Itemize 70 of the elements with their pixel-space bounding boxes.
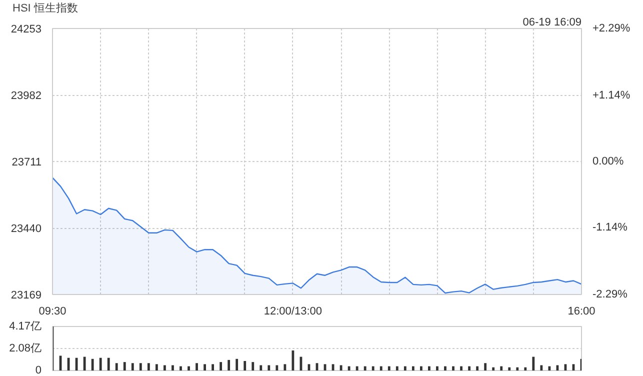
- bar: [236, 358, 238, 370]
- bar: [212, 364, 214, 370]
- bar: [164, 365, 166, 370]
- bar: [468, 366, 470, 370]
- bar: [532, 356, 535, 370]
- y-tick-label: 4.17亿: [9, 320, 42, 332]
- bar: [180, 366, 182, 370]
- bar: [147, 363, 150, 370]
- bar: [172, 365, 174, 370]
- bar: [492, 367, 495, 370]
- y2-tick-label: +2.29%: [592, 22, 630, 34]
- bar: [444, 366, 446, 370]
- bar: [188, 366, 190, 370]
- bar: [372, 366, 374, 370]
- y-tick-label: 23711: [12, 156, 42, 168]
- y2-tick-label: -2.29%: [592, 288, 628, 300]
- bar: [356, 366, 358, 370]
- bar: [91, 358, 94, 370]
- y2-tick-label: 0.00%: [592, 156, 624, 168]
- x-tick-label: 16:00: [568, 306, 596, 318]
- bar: [348, 366, 350, 370]
- bar: [228, 360, 230, 370]
- bar: [131, 363, 134, 370]
- y-tick-label: 2.08亿: [9, 342, 42, 355]
- bar: [452, 366, 454, 370]
- bar: [107, 358, 110, 370]
- bar: [484, 363, 487, 370]
- bar: [260, 365, 262, 370]
- y-tick-label: 23440: [10, 223, 42, 235]
- bar: [204, 364, 206, 370]
- y-tick-label: 23169: [10, 290, 42, 302]
- bar: [516, 367, 519, 370]
- bar: [500, 366, 503, 370]
- y-tick-label: 23982: [10, 90, 42, 102]
- bar: [404, 366, 406, 370]
- bar: [99, 358, 102, 370]
- y-tick-label: 0: [35, 364, 42, 376]
- bar: [139, 363, 142, 370]
- y2-tick-label: -1.14%: [592, 222, 628, 234]
- bar: [548, 366, 551, 370]
- bar: [412, 366, 414, 370]
- bar: [540, 365, 543, 370]
- bar: [155, 364, 158, 370]
- bar: [460, 366, 462, 370]
- bar: [220, 362, 222, 370]
- bar: [420, 366, 422, 370]
- bar: [115, 363, 118, 370]
- bar: [508, 367, 511, 370]
- bar: [123, 362, 126, 370]
- x-tick-label: 09:30: [38, 306, 66, 318]
- bar: [428, 366, 430, 370]
- bar: [83, 356, 86, 370]
- x-tick-label: 12:00/13:00: [264, 306, 322, 318]
- bar: [388, 366, 390, 370]
- y-tick-label: 24253: [10, 24, 42, 36]
- bar: [276, 365, 278, 370]
- text: 06-19 16:09: [522, 16, 582, 28]
- bar: [524, 367, 527, 370]
- bar: [244, 361, 246, 370]
- bar: [364, 366, 366, 370]
- bar: [196, 363, 198, 370]
- bar: [396, 366, 398, 370]
- chart-title: HSI 恒生指数: [12, 2, 78, 14]
- bar: [476, 366, 479, 370]
- bar: [380, 366, 382, 370]
- bar: [252, 362, 254, 370]
- bar: [284, 364, 286, 370]
- bar: [268, 365, 270, 370]
- y2-tick-label: +1.14%: [592, 89, 630, 102]
- bar: [436, 366, 438, 370]
